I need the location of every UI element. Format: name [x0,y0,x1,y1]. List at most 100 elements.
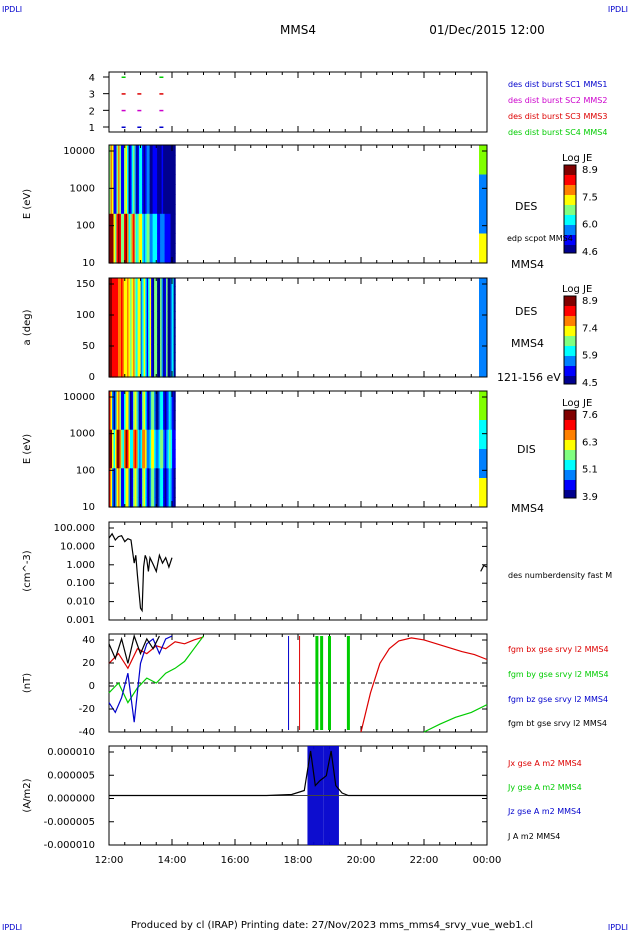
spectrogram-cell [145,449,148,460]
spectrogram-cell [152,233,155,244]
spectrogram-cell [152,286,155,296]
spectrogram-cell [155,184,158,195]
spectrogram-cell [169,458,172,469]
spacecraft-label: MMS4 [511,337,544,350]
spectrogram-cell [148,286,151,296]
colorbar-cell [564,486,576,489]
spectrogram-cell [124,145,127,156]
spectrogram-cell [158,335,161,345]
spectrogram-cell [155,352,158,362]
spectrogram-cell [154,213,157,225]
spectrogram-cell [110,410,113,421]
spectrogram-cell [158,410,161,421]
spectrogram-cell [131,223,134,235]
spectrogram-cell [146,410,149,421]
spectrogram-cell [110,352,113,362]
spectrogram-cell [169,449,172,460]
spectrogram-cell [110,458,113,469]
spectrogram-cell [143,487,146,498]
spectrogram-cell [169,391,172,402]
spectrogram-cell [136,344,139,353]
spectrogram-cell [154,497,157,508]
spectrogram-cell [173,497,176,508]
spectrogram-cell [112,213,115,225]
spectrogram-cell [166,478,169,489]
spectrogram-cell [158,449,161,460]
spectrogram-cell [110,286,113,296]
spectrogram-cell [151,286,154,296]
spectrogram-cell [113,278,116,287]
spectrogram-cell [109,294,112,304]
spectrogram-cell [145,429,148,440]
spectrogram-cell [169,294,172,304]
spectrogram-cell [148,478,151,489]
spectrogram-cell [139,478,142,489]
spectrogram-cell [152,344,155,353]
spectrogram-cell [118,184,121,195]
spectrogram-cell [125,439,128,450]
colorbar-cell [564,207,576,210]
spectrogram-cell [130,497,133,508]
y-tick-label: 150 [76,279,95,290]
spectrogram-cell [124,497,127,508]
legend-entry: des dist burst SC4 MMS4 [508,128,607,137]
spectrogram-cell [146,439,149,450]
spectrogram-cell [116,174,119,185]
spectrogram-cell [164,458,167,469]
spectrogram-cell [170,458,173,469]
spectrogram-cell [131,458,134,469]
spectrogram-cell [161,391,164,402]
colorbar-cell [564,332,576,335]
spectrogram-cell [131,204,134,215]
spectrogram-cell [133,410,136,421]
spectrogram-cell [116,458,119,469]
spectrogram-cell [151,449,154,460]
spectrogram-cell [146,286,149,296]
spectrogram-cell [140,487,143,498]
colorbar-cell [564,211,576,214]
spectrogram-cell [152,174,155,185]
spectrogram-cell [163,458,166,469]
spectrogram-cell [124,458,127,469]
colorbar-cell [564,420,576,423]
spectrogram-cell [161,368,164,378]
spectrogram-cell [148,194,151,205]
spectrogram-cell [172,400,175,411]
series-line [360,637,488,733]
spectrogram-cell [167,391,170,402]
spectrogram-cell [121,302,124,312]
spectrogram-cell [119,174,122,185]
spectrogram-cell [137,253,140,264]
spectrogram-cell [169,420,172,431]
energy-range-label: 121-156 eV [497,371,561,384]
spectrogram-cell [172,410,175,421]
spectrogram-cell [166,400,169,411]
spectrogram-cell [115,439,118,450]
spectrogram-cell [112,278,115,287]
colorbar-cell [564,302,576,305]
colorbar-cell [564,352,576,355]
spectrogram-cell [158,368,161,378]
y-tick-label: 1.000 [66,560,95,571]
spectrogram-cell [146,302,149,312]
colorbar-cell [564,476,576,479]
spectrogram-cell [116,487,119,498]
spectrogram-cell [115,311,118,320]
spectrogram-cell [124,478,127,489]
spectrogram-cell [109,344,112,353]
spectrogram-cell [112,174,115,185]
spectrogram-cell [136,213,139,225]
spectrogram-cell [118,319,121,329]
spectrogram-cell [118,154,121,166]
burst-marker [137,109,142,112]
spectrogram-cell [116,344,119,353]
spectrogram-cell [169,368,172,378]
spectrogram-cell [118,468,121,479]
spectrogram-cell [149,410,152,421]
spectrogram-cell [146,278,149,287]
colorbar-cell [564,334,576,337]
spectrogram-cell [118,286,121,296]
colorbar-cell [564,482,576,485]
spectrogram-cell [116,213,119,225]
y-tick-label: 3 [89,90,95,101]
